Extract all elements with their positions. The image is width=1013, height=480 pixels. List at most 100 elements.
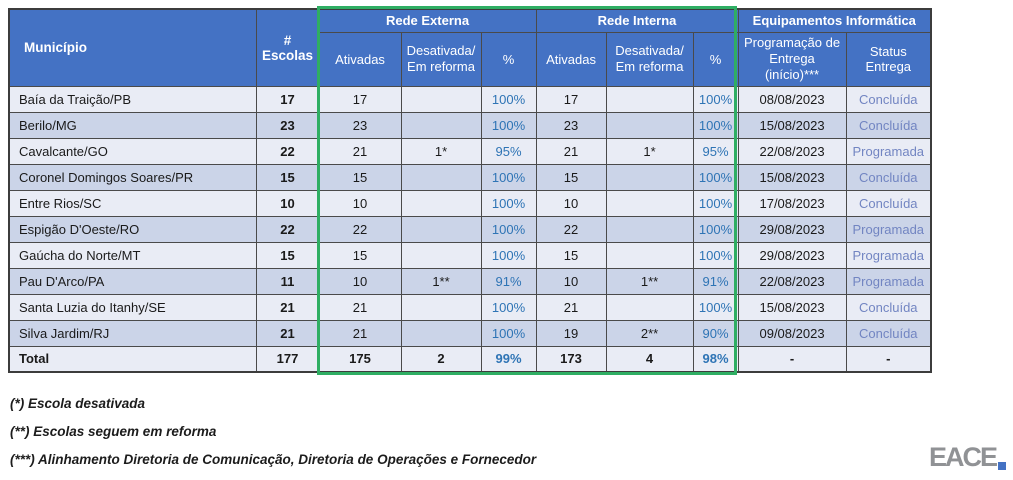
- cell-ext-desativada: [400, 111, 482, 139]
- cell-programacao: 22/08/2023: [737, 267, 847, 295]
- cell-ext-ativadas: 10: [318, 267, 402, 295]
- cell-ext-desativada: [400, 85, 482, 113]
- cell-status: Concluída: [845, 85, 932, 113]
- header-int-pct: %: [692, 31, 739, 87]
- cell-ext-desativada: [400, 215, 482, 243]
- cell-programacao: 15/08/2023: [737, 163, 847, 191]
- table-row: Berilo/MG 23 23 100% 23 100% 15/08/2023 Concluí…: [8, 111, 932, 139]
- eace-logo-blue-square-icon: [998, 462, 1006, 470]
- cell-programacao: 15/08/2023: [737, 111, 847, 139]
- cell-municipio: Santa Luzia do Itanhy/SE: [8, 293, 257, 321]
- cell-ext-desativada: 1**: [400, 267, 482, 295]
- cell-int-ativadas: 173: [535, 345, 607, 373]
- cell-ext-ativadas: 21: [318, 137, 402, 165]
- cell-programacao: 17/08/2023: [737, 189, 847, 217]
- cell-int-ativadas: 15: [535, 241, 607, 269]
- cell-status: Concluída: [845, 189, 932, 217]
- cell-programacao: 15/08/2023: [737, 293, 847, 321]
- cell-escolas: 10: [255, 189, 320, 217]
- cell-escolas: 21: [255, 293, 320, 321]
- cell-status: Programada: [845, 241, 932, 269]
- total-row: Total 177 175 2 99% 173 4 98% - -: [8, 345, 932, 373]
- cell-municipio: Berilo/MG: [8, 111, 257, 139]
- cell-int-desativada: [605, 241, 694, 269]
- cell-escolas: 177: [255, 345, 320, 373]
- cell-ext-pct: 100%: [480, 189, 537, 217]
- cell-int-ativadas: 10: [535, 189, 607, 217]
- header-ext-ativadas: Ativadas: [318, 31, 402, 87]
- header-ext-desativada: Desativada/ Em reforma: [400, 31, 482, 87]
- cell-ext-pct: 95%: [480, 137, 537, 165]
- cell-ext-pct: 100%: [480, 319, 537, 347]
- cell-ext-ativadas: 10: [318, 189, 402, 217]
- cell-int-ativadas: 10: [535, 267, 607, 295]
- cell-ext-pct: 100%: [480, 163, 537, 191]
- report-table-wrapper: Município # Escolas Rede Externa Rede In…: [8, 6, 933, 375]
- cell-escolas: 23: [255, 111, 320, 139]
- cell-municipio: Total: [8, 345, 257, 373]
- cell-programacao: 08/08/2023: [737, 85, 847, 113]
- cell-ext-ativadas: 21: [318, 293, 402, 321]
- table-row: Baía da Traição/PB 17 17 100% 17 100% 08/08/20…: [8, 85, 932, 113]
- cell-status: -: [845, 345, 932, 373]
- cell-ext-desativada: [400, 293, 482, 321]
- footnote-2: (**) Escolas seguem em reforma: [10, 424, 217, 439]
- header-group-rede-externa: Rede Externa: [318, 8, 537, 33]
- cell-ext-pct: 100%: [480, 111, 537, 139]
- footnotes: (*) Escola desativada (**) Escolas segue…: [10, 396, 536, 480]
- eace-logo-text: EACE: [928, 442, 998, 472]
- cell-status: Concluída: [845, 111, 932, 139]
- cell-ext-desativada: [400, 163, 482, 191]
- cell-int-pct: 90%: [692, 319, 739, 347]
- cell-ext-pct: 100%: [480, 215, 537, 243]
- cell-int-desativada: [605, 85, 694, 113]
- header-group-equipamentos: Equipamentos Informática: [737, 8, 932, 33]
- cell-int-desativada: 1**: [605, 267, 694, 295]
- cell-escolas: 17: [255, 85, 320, 113]
- header-int-desativada: Desativada/ Em reforma: [605, 31, 694, 87]
- cell-municipio: Pau D'Arco/PA: [8, 267, 257, 295]
- cell-status: Concluída: [845, 163, 932, 191]
- header-escolas: # Escolas: [255, 8, 320, 87]
- cell-ext-ativadas: 23: [318, 111, 402, 139]
- cell-int-desativada: [605, 215, 694, 243]
- cell-int-pct: 95%: [692, 137, 739, 165]
- cell-ext-pct: 100%: [480, 241, 537, 269]
- footnote-3: (***) Alinhamento Diretoria de Comunicaç…: [10, 452, 537, 467]
- cell-int-ativadas: 21: [535, 137, 607, 165]
- cell-int-ativadas: 23: [535, 111, 607, 139]
- cell-int-desativada: [605, 111, 694, 139]
- cell-ext-pct: 99%: [480, 345, 537, 373]
- cell-int-pct: 100%: [692, 241, 739, 269]
- cell-municipio: Coronel Domingos Soares/PR: [8, 163, 257, 191]
- cell-escolas: 11: [255, 267, 320, 295]
- cell-ext-desativada: [400, 241, 482, 269]
- cell-ext-ativadas: 15: [318, 241, 402, 269]
- footnote-1: (*) Escola desativada: [10, 396, 146, 411]
- cell-int-ativadas: 19: [535, 319, 607, 347]
- cell-int-pct: 100%: [692, 111, 739, 139]
- table-row: Gaúcha do Norte/MT 15 15 100% 15 100% 29/08/20…: [8, 241, 932, 269]
- header-group-rede-interna: Rede Interna: [535, 8, 739, 33]
- cell-ext-desativada: 1*: [400, 137, 482, 165]
- cell-ext-desativada: [400, 319, 482, 347]
- cell-int-desativada: [605, 293, 694, 321]
- cell-int-ativadas: 17: [535, 85, 607, 113]
- cell-programacao: 29/08/2023: [737, 241, 847, 269]
- cell-int-ativadas: 15: [535, 163, 607, 191]
- table-row: Cavalcante/GO 22 21 1* 95% 21 1* 95% 22/08/2023 P…: [8, 137, 932, 165]
- cell-status: Concluída: [845, 293, 932, 321]
- cell-int-desativada: 1*: [605, 137, 694, 165]
- cell-int-pct: 91%: [692, 267, 739, 295]
- cell-int-pct: 98%: [692, 345, 739, 373]
- header-status-entrega: Status Entrega: [845, 31, 932, 87]
- cell-ext-desativada: 2: [400, 345, 482, 373]
- cell-ext-ativadas: 21: [318, 319, 402, 347]
- group-header-row: Município # Escolas Rede Externa Rede In…: [8, 8, 932, 87]
- header-municipio: Município: [8, 8, 257, 87]
- header-ext-pct: %: [480, 31, 537, 87]
- cell-ext-ativadas: 17: [318, 85, 402, 113]
- cell-escolas: 22: [255, 215, 320, 243]
- report-table: Município # Escolas Rede Externa Rede In…: [8, 8, 933, 373]
- cell-escolas: 21: [255, 319, 320, 347]
